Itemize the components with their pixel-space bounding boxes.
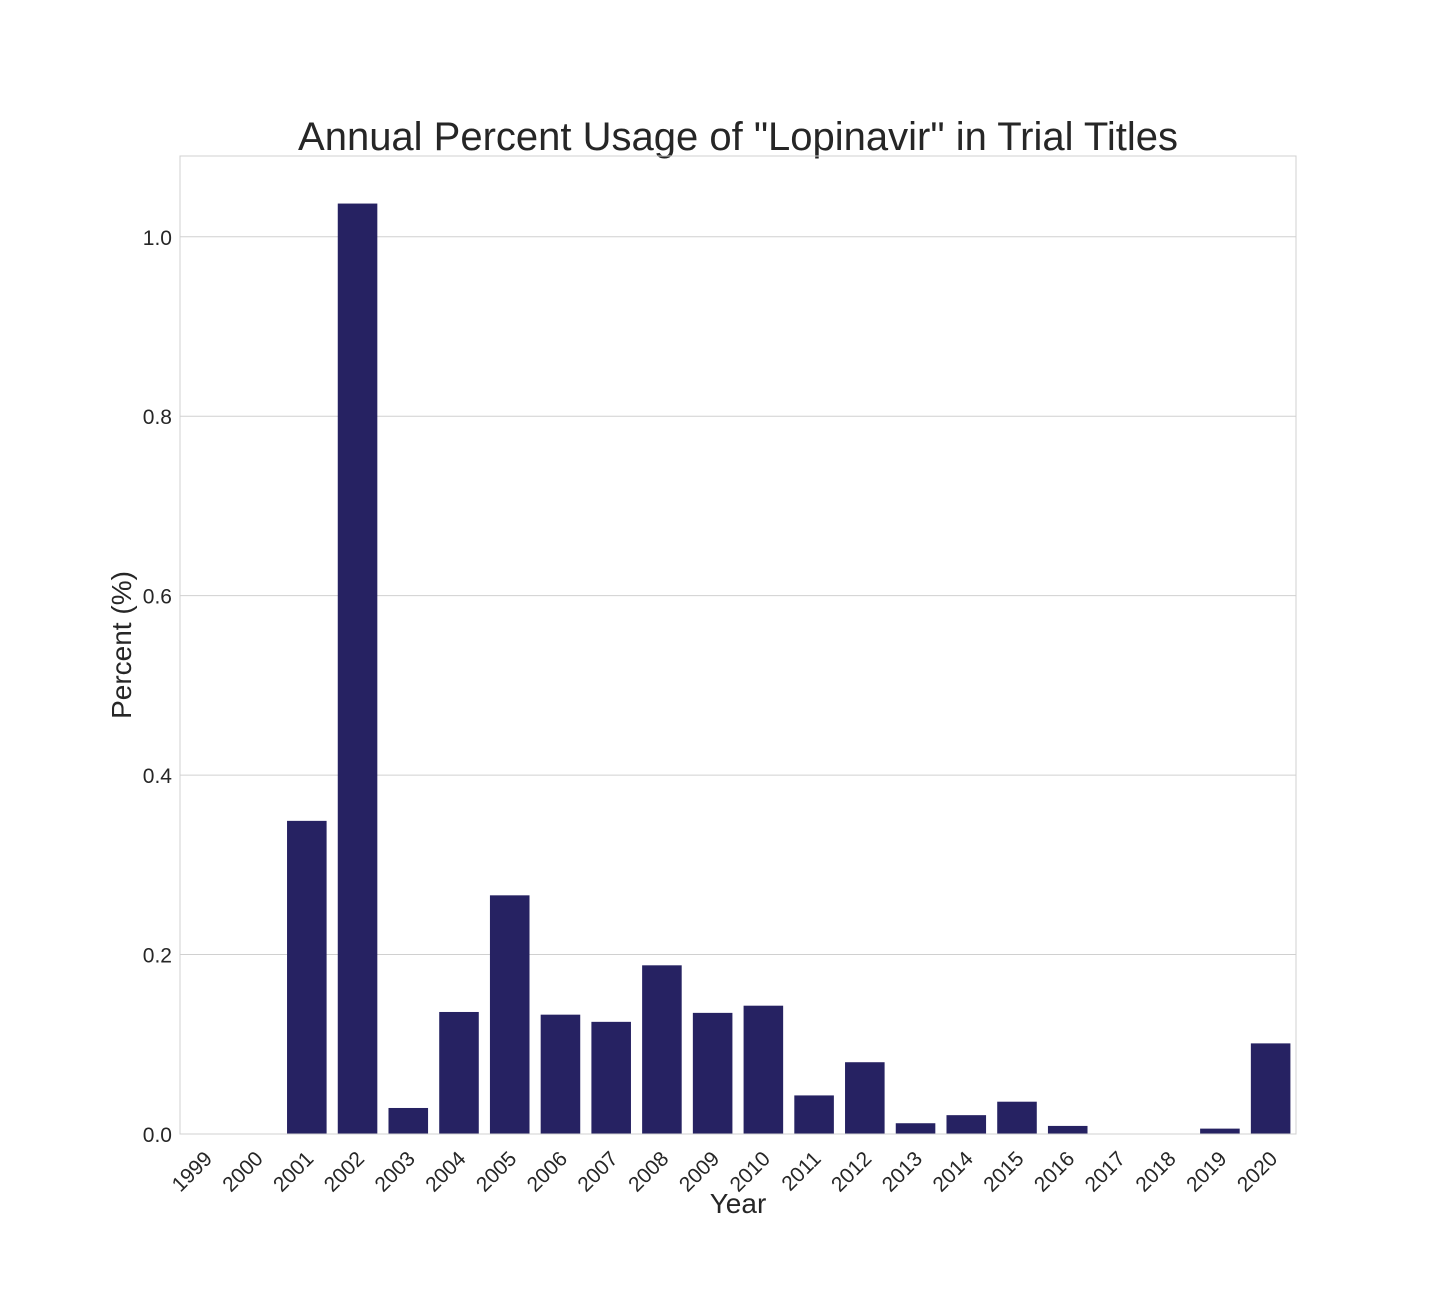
bar-2014 [946, 1115, 987, 1134]
y-tick-label: 0.4 [143, 765, 173, 788]
y-tick-label: 0.6 [143, 586, 172, 609]
x-tick-label: 2011 [777, 1147, 825, 1195]
bar-2007 [591, 1021, 631, 1134]
bar-2003 [388, 1107, 429, 1134]
bar-2008 [642, 965, 682, 1134]
x-tick-label: 2004 [421, 1147, 471, 1197]
x-axis-label: Year [710, 1188, 767, 1219]
plot-frame [179, 155, 1297, 1135]
y-tick-label: 1.0 [143, 227, 172, 250]
bar-2006 [540, 1014, 581, 1134]
bar-2019 [1200, 1128, 1240, 1134]
x-tick-label: 2005 [472, 1147, 521, 1196]
x-tick-label: 2002 [320, 1147, 369, 1196]
x-tick-label: 2018 [1131, 1147, 1180, 1196]
bar-2002 [337, 203, 378, 1134]
x-tick-label: 2003 [371, 1147, 420, 1196]
bar-2010 [743, 1005, 784, 1134]
x-tick-label: 2013 [878, 1147, 927, 1196]
x-tick-label: 2000 [218, 1147, 267, 1196]
x-tick-label: 2001 [269, 1147, 318, 1196]
bar-2016 [1047, 1125, 1088, 1134]
bar-2001 [287, 820, 327, 1134]
bar-2009 [692, 1012, 733, 1134]
x-tick-label: 2008 [624, 1147, 673, 1196]
y-axis-label: Percent (%) [106, 571, 137, 719]
y-axis-ticks: 0.0 0.2 0.4 0.6 0.8 1.0 [143, 227, 173, 1147]
bar-2012 [845, 1062, 885, 1134]
x-tick-label: 2017 [1081, 1147, 1130, 1196]
y-tick-label: 0.8 [143, 406, 172, 429]
bar-2004 [439, 1011, 479, 1134]
x-tick-label: 2015 [979, 1147, 1028, 1196]
bar-2011 [794, 1095, 834, 1134]
bar-2020 [1250, 1043, 1291, 1134]
bars [287, 203, 1291, 1134]
x-tick-label: 2007 [573, 1147, 622, 1196]
x-tick-label: 2014 [929, 1147, 979, 1197]
x-tick-label: 1999 [168, 1147, 217, 1196]
bar-2015 [997, 1101, 1037, 1134]
chart-title: Annual Percent Usage of "Lopinavir" in T… [298, 115, 1178, 159]
bar-2013 [895, 1123, 936, 1134]
y-tick-label: 0.0 [143, 1124, 172, 1147]
x-tick-label: 2012 [827, 1147, 876, 1196]
x-tick-label: 2020 [1233, 1147, 1282, 1196]
x-tick-label: 2016 [1030, 1147, 1079, 1196]
y-tick-label: 0.2 [143, 945, 172, 968]
bar-2005 [489, 895, 530, 1134]
x-tick-label: 2019 [1182, 1147, 1231, 1196]
x-tick-label: 2006 [523, 1147, 572, 1196]
